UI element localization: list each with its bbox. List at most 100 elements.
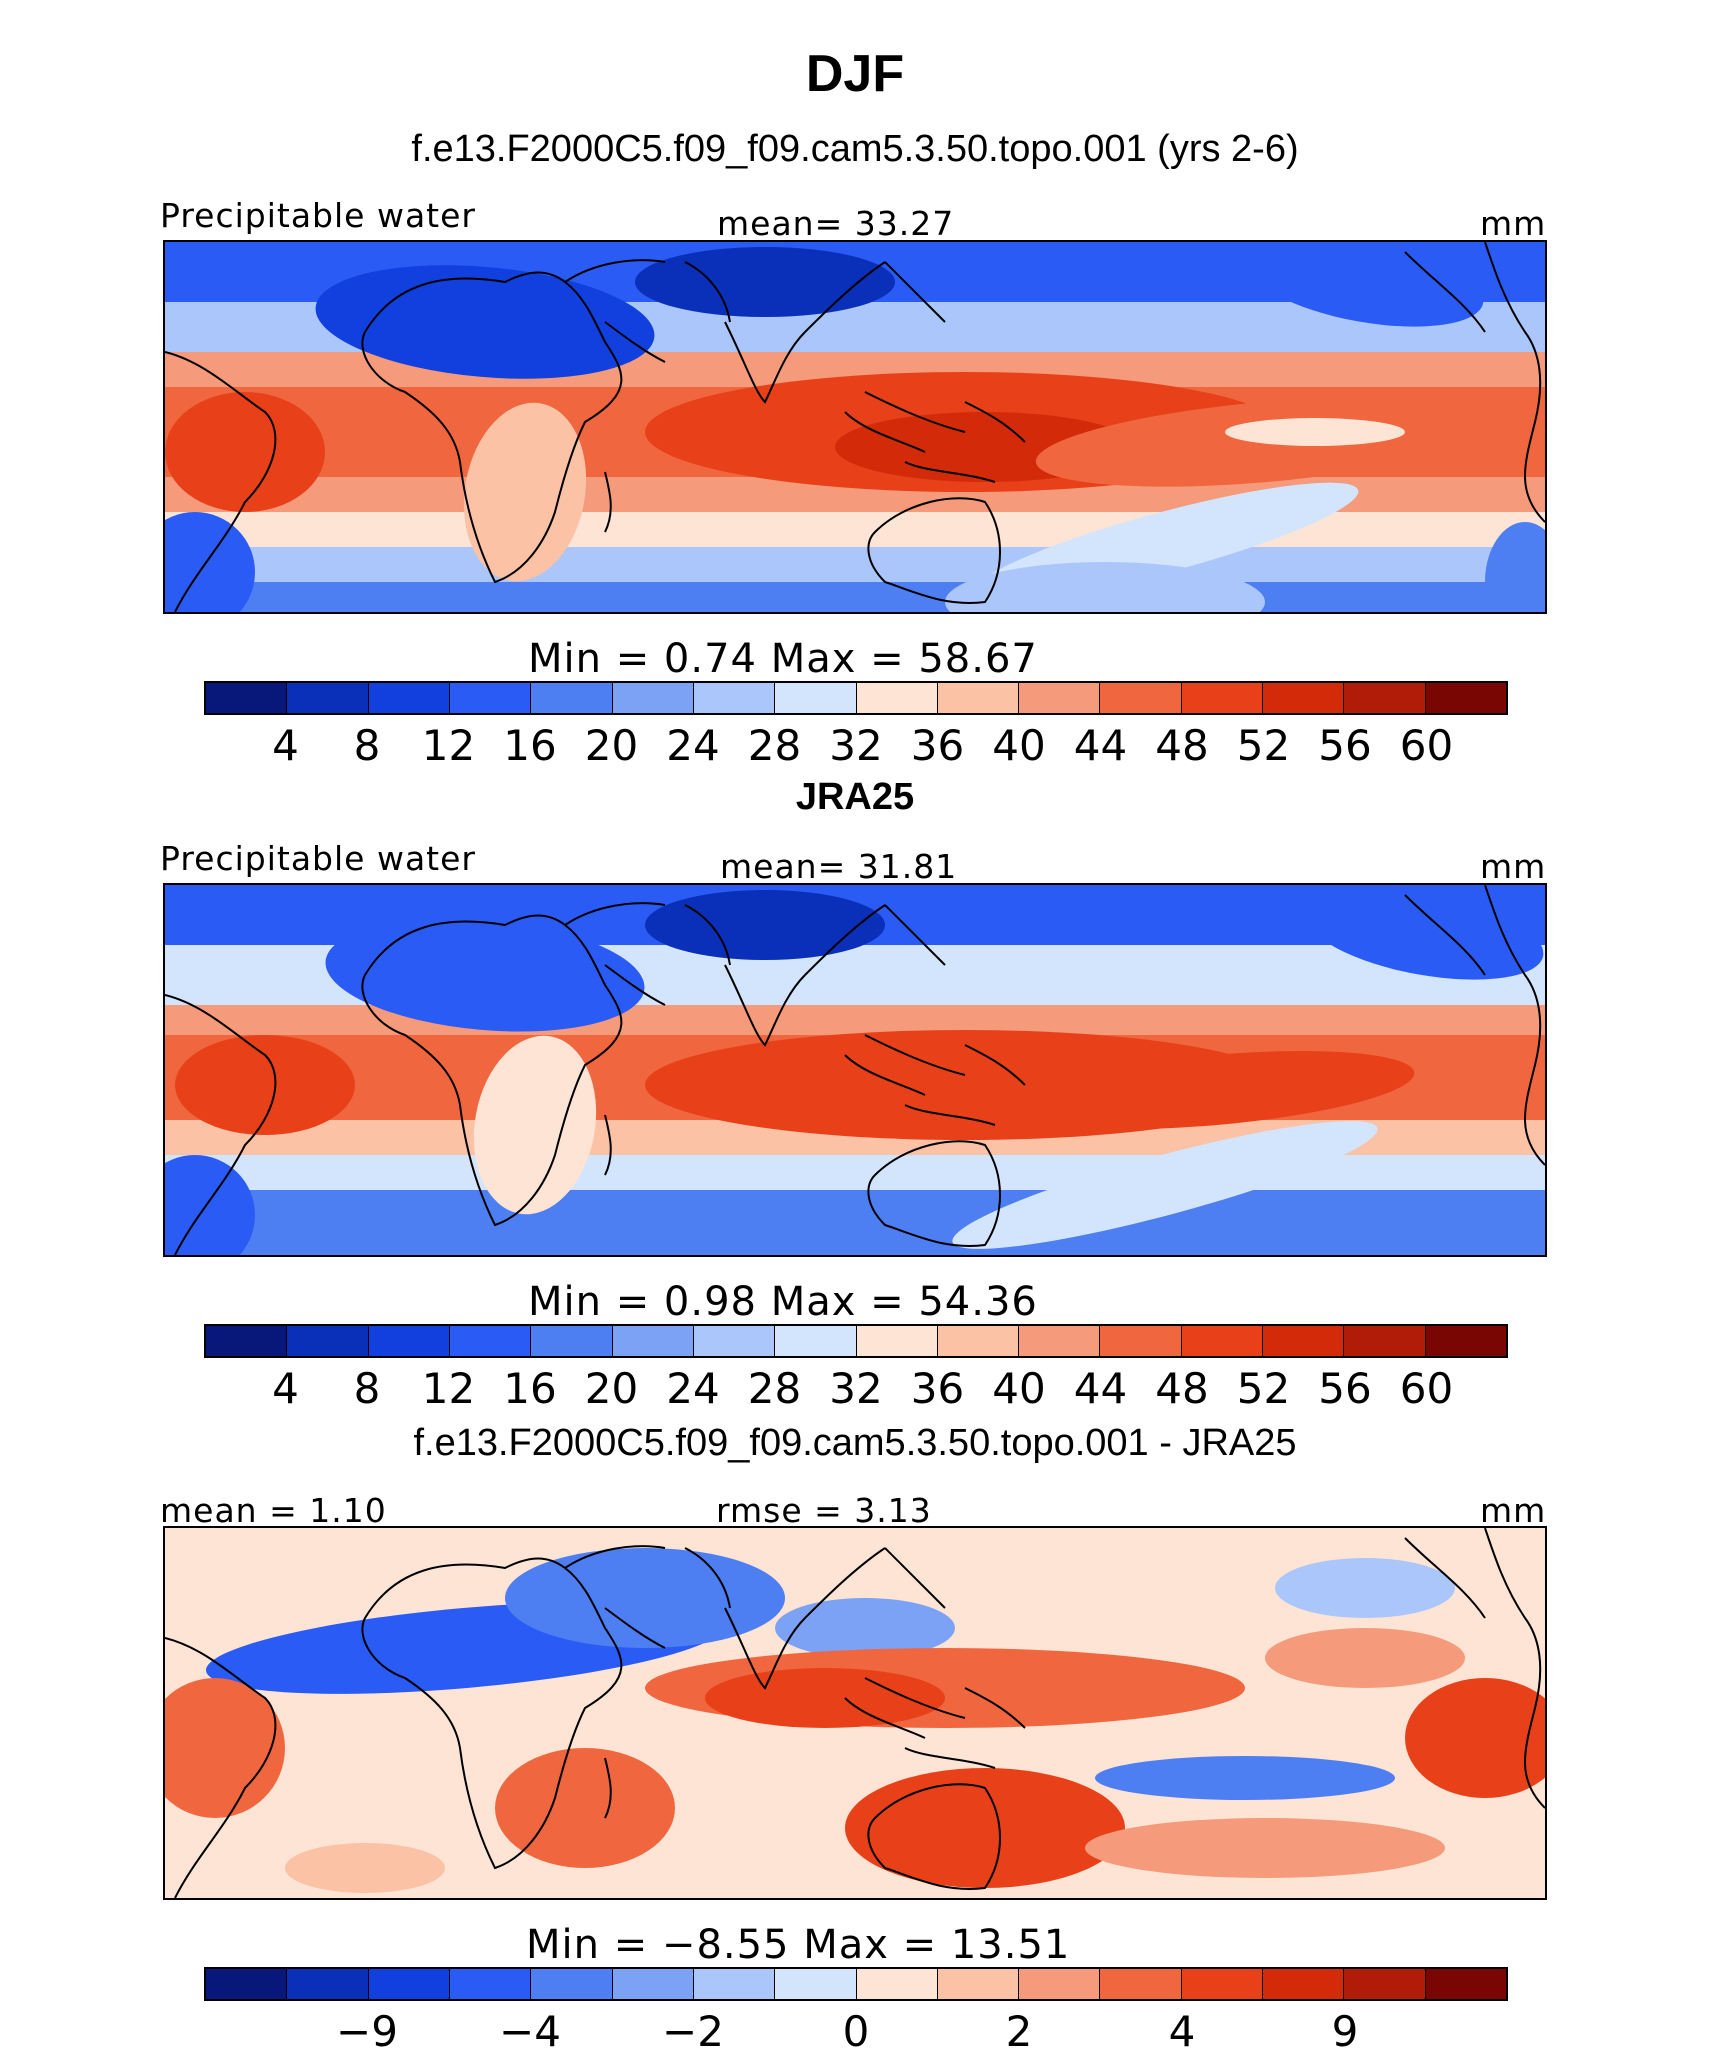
colorbar-swatch (856, 683, 938, 713)
panel-3-mean-label: mean = 1.10 (160, 1491, 387, 1530)
colorbar-tick-label: 52 (1236, 721, 1291, 770)
colorbar-swatch (1100, 1326, 1182, 1356)
colorbar-tick-label: 4 (272, 1364, 299, 1413)
panel-2-title: JRA25 (795, 776, 915, 818)
figure-title: DJF (805, 45, 905, 103)
colorbar-swatch (693, 683, 776, 713)
colorbar-tick-label: −4 (499, 2007, 561, 2056)
colorbar-swatch (1263, 1969, 1345, 1999)
panel-3-minmax: Min = −8.55 Max = 13.51 (526, 1922, 1071, 1968)
colorbar-swatch (1181, 683, 1264, 713)
colorbar-swatch (287, 683, 369, 713)
colorbar-tick-label: 16 (503, 1364, 557, 1413)
colorbar-tick-label: −2 (662, 2007, 724, 2056)
colorbar-swatch (775, 683, 857, 713)
colorbar-tick-label: 40 (992, 1364, 1046, 1413)
panel-1-variable-label: Precipitable water (160, 196, 476, 235)
colorbar-tick-label: 36 (910, 721, 965, 770)
colorbar-tick-label: 4 (1168, 2007, 1196, 2056)
colorbar-swatch (531, 1969, 613, 1999)
colorbar-tick-label: −9 (336, 2007, 398, 2056)
colorbar-tick-label: 0 (842, 2007, 870, 2056)
panel-1-units-label: mm (1480, 204, 1547, 243)
colorbar-swatch (1019, 1326, 1101, 1356)
colorbar-swatch (206, 1969, 288, 1999)
colorbar-tick-label: 52 (1236, 1364, 1291, 1413)
colorbar-tick-label: 44 (1073, 721, 1128, 770)
colorbar-swatch (1100, 683, 1182, 713)
colorbar-swatch (856, 1326, 938, 1356)
colorbar-swatch (1425, 1326, 1506, 1356)
colorbar-swatch (612, 1969, 694, 1999)
colorbar-swatch (1263, 1326, 1345, 1356)
colorbar-swatch (368, 1969, 450, 1999)
panel-2-mean-label: mean= 31.81 (720, 847, 958, 886)
colorbar-swatch (287, 1326, 369, 1356)
colorbar-swatch (937, 683, 1020, 713)
panel-1-title: f.e13.F2000C5.f09_f09.cam5.3.50.topo.001… (411, 128, 1299, 170)
panel-3-title: f.e13.F2000C5.f09_f09.cam5.3.50.topo.001… (413, 1422, 1297, 1464)
colorbar-tick-label: 24 (666, 1364, 720, 1413)
panel-3-units-label: mm (1480, 1491, 1547, 1530)
colorbar-swatch (612, 683, 694, 713)
colorbar-swatch (693, 1326, 776, 1356)
colorbar-swatch (1181, 1326, 1264, 1356)
colorbar-tick-label: 40 (992, 721, 1046, 770)
colorbar-swatch (937, 1969, 1020, 1999)
colorbar-swatch (368, 683, 450, 713)
colorbar-swatch (775, 1326, 857, 1356)
colorbar-tick-label: 44 (1073, 1364, 1128, 1413)
colorbar-swatch (1019, 1969, 1101, 1999)
panel-1-map (163, 240, 1547, 614)
colorbar-swatch (368, 1326, 450, 1356)
colorbar-swatch (206, 683, 288, 713)
colorbar-swatch (1344, 1969, 1426, 1999)
colorbar-tick-label: 8 (353, 1364, 381, 1413)
colorbar-tick-label: 60 (1399, 721, 1454, 770)
colorbar-tick-label: 48 (1155, 721, 1209, 770)
contour-field (165, 885, 1545, 1255)
colorbar-tick-label: 4 (272, 721, 299, 770)
colorbar-swatch (856, 1969, 938, 1999)
colorbar-tick-label: 28 (747, 1364, 802, 1413)
panel-1-colorbar (204, 681, 1508, 715)
colorbar-swatch (1344, 683, 1426, 713)
colorbar-swatch (1181, 1969, 1264, 1999)
contour-field (165, 1528, 1545, 1898)
panel-2-variable-label: Precipitable water (160, 839, 476, 878)
colorbar-swatch (693, 1969, 776, 1999)
colorbar-tick-label: 2 (1005, 2007, 1033, 2056)
colorbar-swatch (937, 1326, 1020, 1356)
panel-2-colorbar (204, 1324, 1508, 1358)
colorbar-tick-label: 20 (584, 721, 639, 770)
colorbar-swatch (287, 1969, 369, 1999)
colorbar-tick-label: 36 (910, 1364, 965, 1413)
colorbar-tick-label: 16 (503, 721, 557, 770)
colorbar-tick-label: 56 (1318, 1364, 1372, 1413)
colorbar-tick-label: 12 (421, 1364, 476, 1413)
panel-1-minmax: Min = 0.74 Max = 58.67 (528, 636, 1038, 682)
colorbar-tick-label: 8 (353, 721, 381, 770)
colorbar-tick-label: 60 (1399, 1364, 1454, 1413)
colorbar-swatch (1425, 1969, 1506, 1999)
colorbar-swatch (1344, 1326, 1426, 1356)
colorbar-tick-label: 56 (1318, 721, 1372, 770)
colorbar-tick-label: 12 (421, 721, 476, 770)
colorbar-tick-label: 32 (829, 1364, 883, 1413)
colorbar-tick-label: 32 (829, 721, 883, 770)
colorbar-swatch (449, 1326, 532, 1356)
colorbar-swatch (1425, 683, 1506, 713)
colorbar-tick-label: 48 (1155, 1364, 1209, 1413)
panel-3-rmse-label: rmse = 3.13 (716, 1491, 932, 1530)
colorbar-swatch (531, 683, 613, 713)
contour-field (165, 242, 1545, 612)
colorbar-swatch (775, 1969, 857, 1999)
panel-3-map (163, 1526, 1547, 1900)
colorbar-swatch (1100, 1969, 1182, 1999)
colorbar-tick-label: 24 (666, 721, 720, 770)
colorbar-tick-label: 20 (584, 1364, 639, 1413)
panel-2-minmax: Min = 0.98 Max = 54.36 (528, 1279, 1038, 1325)
colorbar-swatch (449, 683, 532, 713)
panel-1-mean-label: mean= 33.27 (717, 204, 955, 243)
colorbar-swatch (206, 1326, 288, 1356)
